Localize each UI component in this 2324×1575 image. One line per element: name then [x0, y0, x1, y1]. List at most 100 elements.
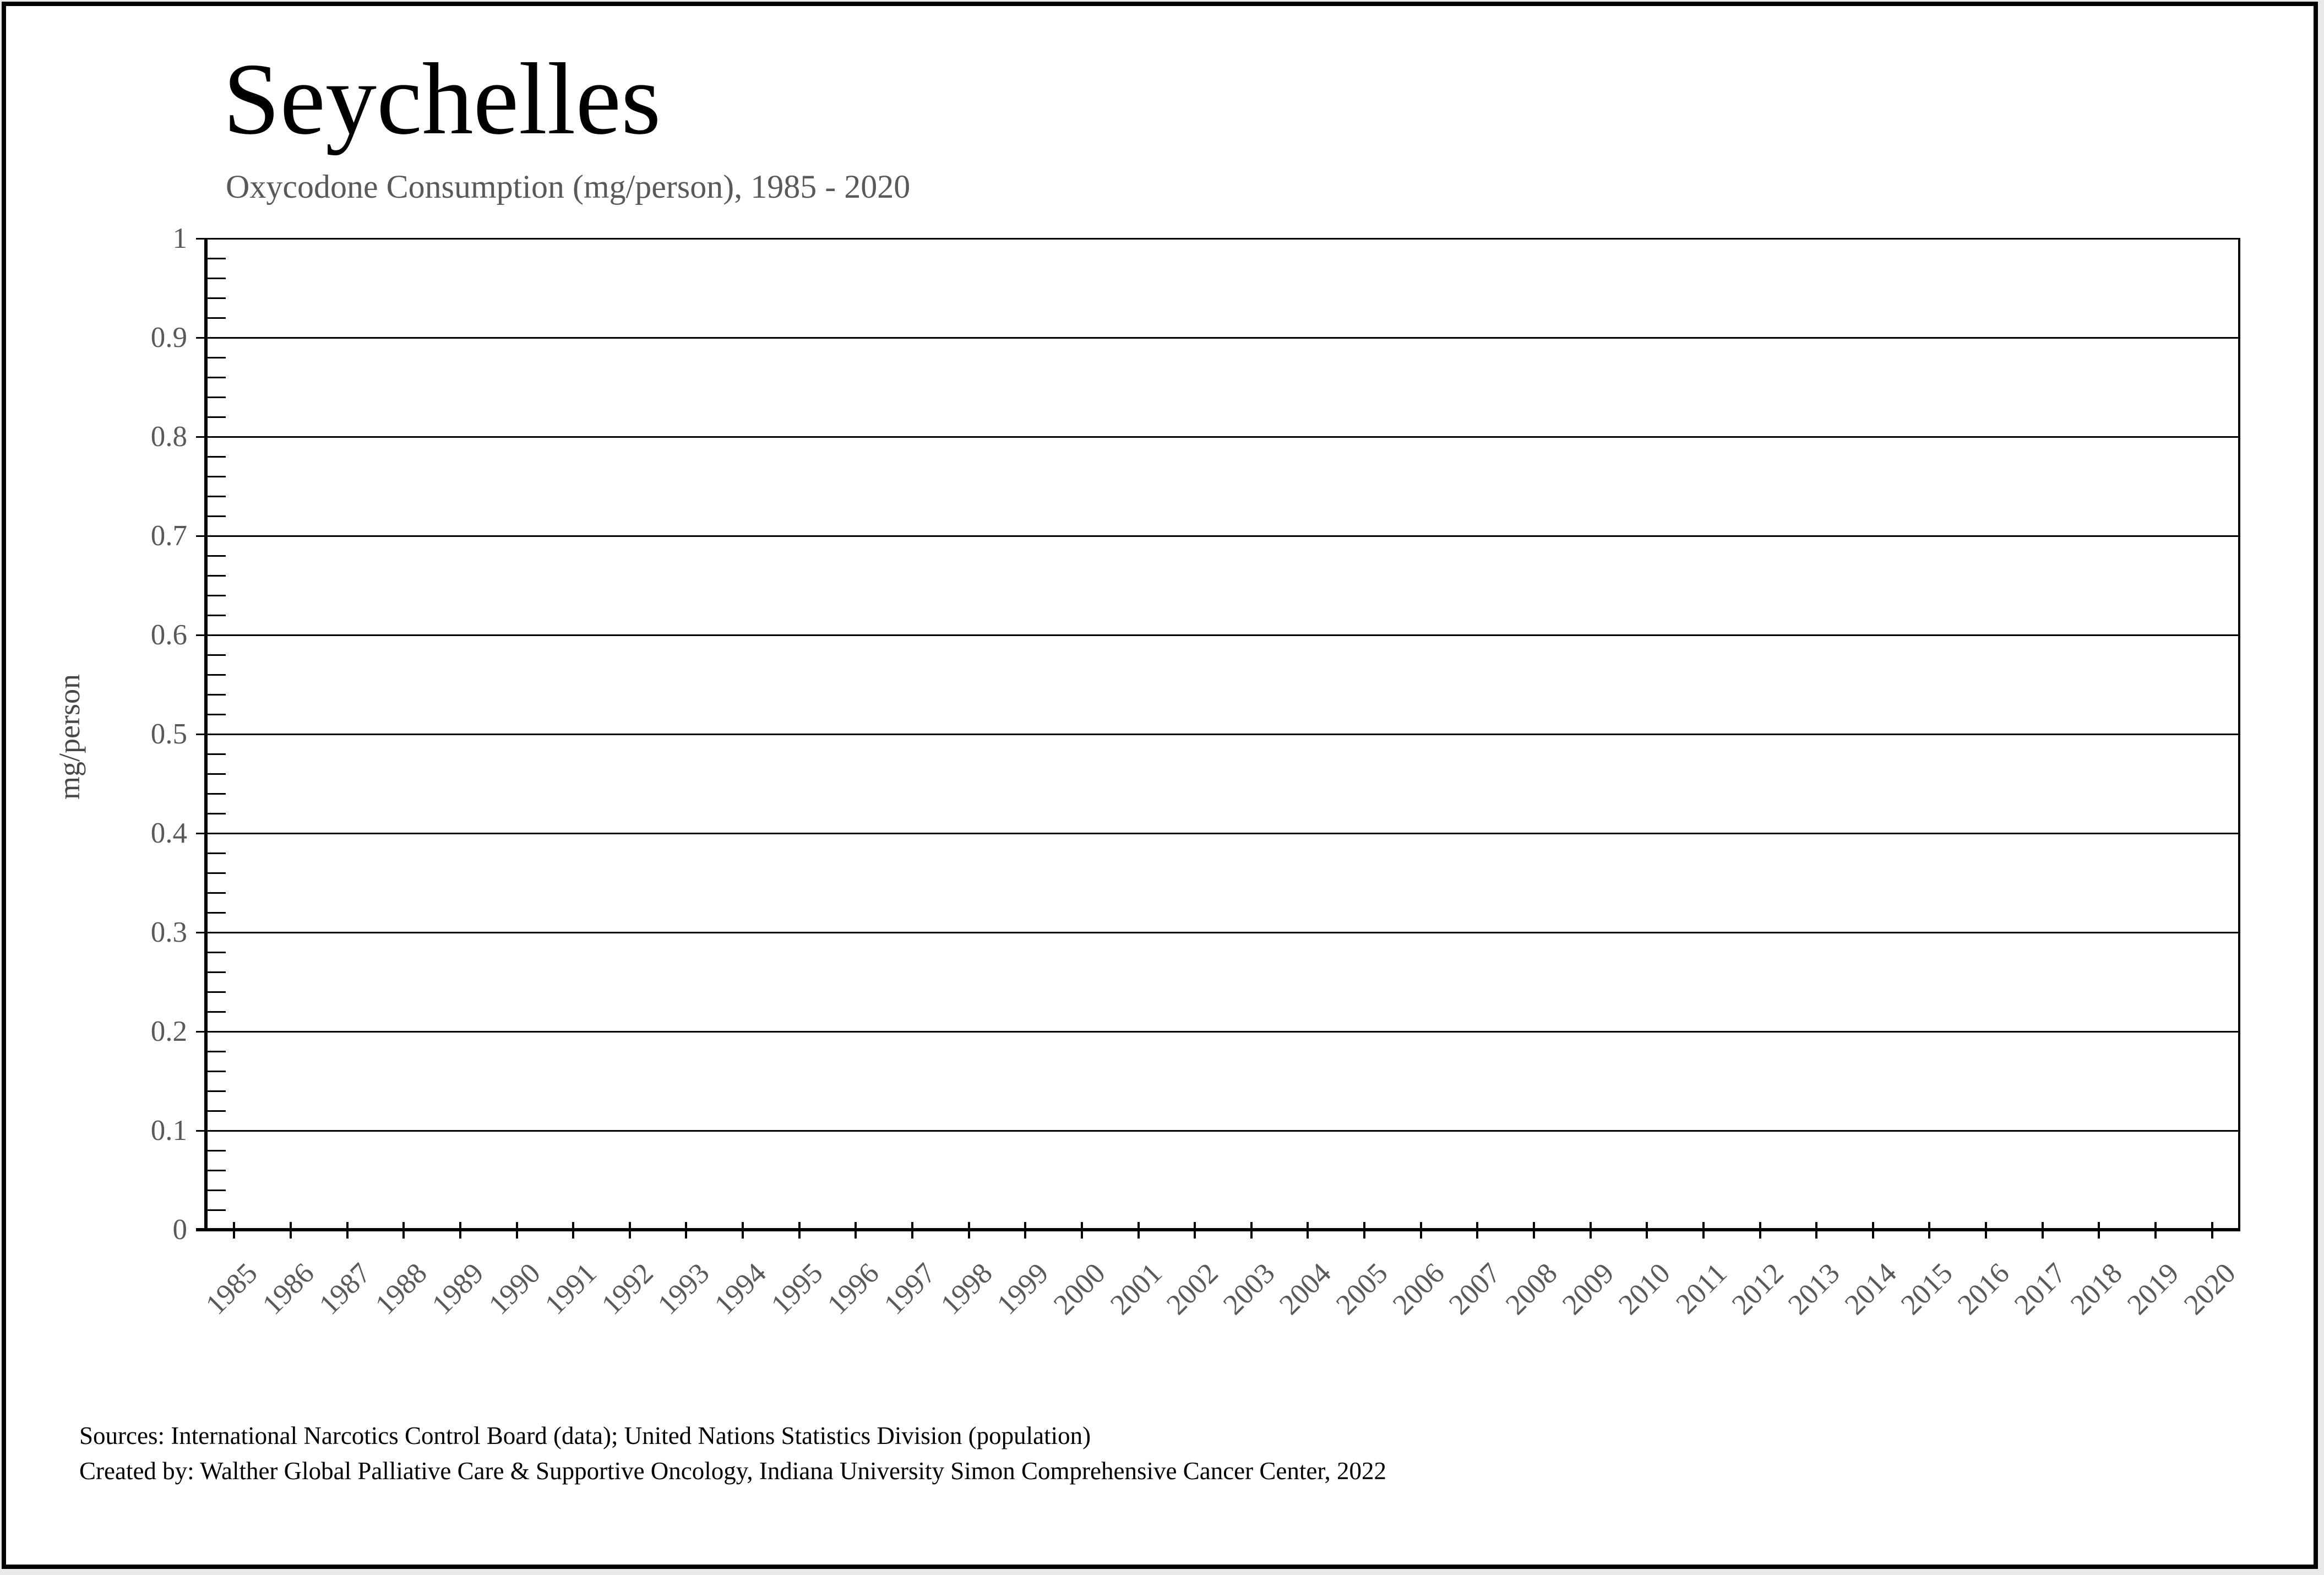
y-minor-tick	[206, 1110, 226, 1112]
y-gridline	[196, 931, 2240, 933]
x-tick	[2211, 1222, 2213, 1239]
y-minor-tick	[206, 951, 226, 953]
y-minor-tick	[206, 416, 226, 418]
y-gridline	[196, 1129, 2240, 1132]
x-tick	[1702, 1222, 1705, 1239]
x-tick	[1476, 1222, 1479, 1239]
y-gridline	[196, 634, 2240, 636]
plot-right-border	[2238, 238, 2240, 1230]
y-minor-tick	[206, 555, 226, 557]
x-tick	[1815, 1222, 1818, 1239]
y-minor-tick	[206, 852, 226, 854]
y-minor-tick	[206, 1149, 226, 1152]
y-minor-tick	[206, 1169, 226, 1171]
x-tick	[911, 1222, 913, 1239]
y-minor-tick	[206, 1209, 226, 1211]
y-minor-tick	[206, 971, 226, 973]
y-axis-line	[204, 238, 208, 1231]
footer-sources: Sources: International Narcotics Control…	[79, 1422, 1091, 1449]
y-minor-tick	[206, 892, 226, 894]
y-minor-tick	[206, 257, 226, 259]
y-tick-label: 1	[172, 222, 188, 254]
y-minor-tick	[206, 1050, 226, 1052]
y-minor-tick	[206, 1090, 226, 1092]
x-tick	[685, 1222, 688, 1239]
x-tick	[1759, 1222, 1761, 1239]
x-tick	[1533, 1222, 1535, 1239]
x-tick	[1589, 1222, 1592, 1239]
chart-subtitle: Oxycodone Consumption (mg/person), 1985 …	[226, 169, 911, 205]
y-gridline	[196, 733, 2240, 735]
y-minor-tick	[206, 1011, 226, 1013]
x-tick	[1985, 1222, 1988, 1239]
y-minor-tick	[206, 911, 226, 914]
x-tick	[1024, 1222, 1027, 1239]
y-tick-label: 0.2	[150, 1015, 187, 1047]
y-minor-tick	[206, 396, 226, 398]
y-tick-label: 0.7	[150, 520, 187, 552]
y-minor-tick	[206, 297, 226, 299]
y-minor-tick	[206, 574, 226, 577]
x-tick	[572, 1222, 575, 1239]
x-tick	[2098, 1222, 2100, 1239]
x-tick	[1307, 1222, 1309, 1239]
x-tick	[459, 1222, 461, 1239]
y-gridline	[196, 1030, 2240, 1033]
x-tick	[1363, 1222, 1366, 1239]
y-minor-tick	[206, 356, 226, 359]
y-tick-label: 0	[172, 1214, 188, 1246]
y-minor-tick	[206, 872, 226, 874]
y-minor-tick	[206, 614, 226, 616]
x-tick	[2154, 1222, 2157, 1239]
y-minor-tick	[206, 713, 226, 715]
y-minor-tick	[206, 991, 226, 993]
y-minor-tick	[206, 317, 226, 319]
y-gridline	[196, 237, 2240, 240]
x-tick	[967, 1222, 970, 1239]
y-minor-tick	[206, 773, 226, 775]
x-tick	[515, 1222, 518, 1239]
y-minor-tick	[206, 812, 226, 814]
x-tick	[1419, 1222, 1422, 1239]
x-tick	[1871, 1222, 1874, 1239]
x-tick	[798, 1222, 801, 1239]
y-minor-tick	[206, 515, 226, 517]
x-axis-line	[196, 1228, 2240, 1231]
y-tick-label: 0.3	[150, 916, 187, 948]
x-tick	[1137, 1222, 1140, 1239]
x-tick	[1250, 1222, 1253, 1239]
y-minor-tick	[206, 495, 226, 497]
y-tick-label: 0.5	[150, 718, 187, 750]
y-tick-label: 0.6	[150, 619, 187, 651]
y-minor-tick	[206, 693, 226, 696]
x-tick	[233, 1222, 236, 1239]
y-minor-tick	[206, 674, 226, 676]
y-minor-tick	[206, 654, 226, 656]
y-minor-tick	[206, 1189, 226, 1191]
y-tick-label: 0.4	[150, 817, 187, 849]
y-gridline	[196, 336, 2240, 339]
x-tick	[628, 1222, 631, 1239]
y-minor-tick	[206, 475, 226, 477]
x-tick	[2041, 1222, 2044, 1239]
y-tick-label: 0.9	[150, 322, 187, 354]
x-tick	[289, 1222, 292, 1239]
y-gridline	[196, 436, 2240, 438]
x-tick	[402, 1222, 405, 1239]
x-tick	[346, 1222, 349, 1239]
y-minor-tick	[206, 376, 226, 378]
y-tick-label: 0.8	[150, 421, 187, 453]
chart-footer: Sources: International Narcotics Control…	[79, 1419, 1386, 1489]
y-minor-tick	[206, 455, 226, 458]
y-tick-label: 0.1	[150, 1115, 187, 1147]
y-minor-tick	[206, 1070, 226, 1072]
x-tick	[1646, 1222, 1648, 1239]
footer-created-by: Created by: Walther Global Palliative Ca…	[79, 1457, 1387, 1485]
y-gridline	[196, 535, 2240, 537]
y-minor-tick	[206, 277, 226, 279]
y-minor-tick	[206, 792, 226, 795]
y-minor-tick	[206, 753, 226, 755]
chart-title: Seychelles	[223, 42, 661, 156]
